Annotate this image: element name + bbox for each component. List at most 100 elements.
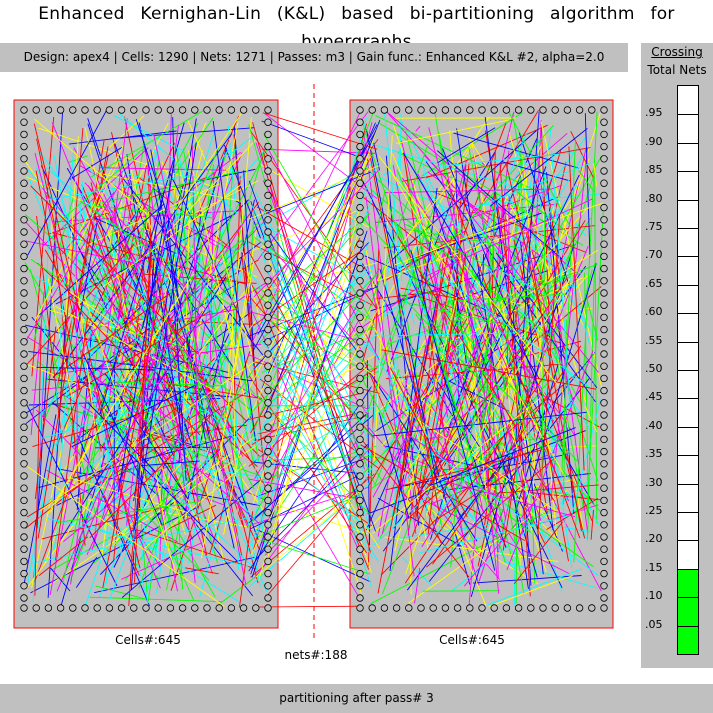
net-line <box>182 199 191 447</box>
meter-tick-label: .90 <box>645 134 663 148</box>
net-line <box>155 472 171 558</box>
net-line <box>393 125 547 573</box>
net-line <box>47 278 73 397</box>
left-partition-cell <box>20 508 28 517</box>
left-partition-cell <box>191 604 199 612</box>
left-partition-cell <box>264 301 272 309</box>
right-partition-cell <box>356 167 364 175</box>
right-partition-cell <box>490 106 498 114</box>
net-line <box>51 122 187 456</box>
right-partition-cell <box>356 508 364 517</box>
net-line <box>263 368 379 563</box>
meter-tick-label: .85 <box>645 163 663 177</box>
net-line <box>426 504 487 564</box>
left-partition-cell <box>81 604 89 612</box>
left-partition-cell <box>20 191 28 200</box>
right-partition-cell <box>356 386 364 395</box>
net-line <box>541 181 590 344</box>
net-line <box>28 350 255 382</box>
right-partition-cell <box>502 106 511 114</box>
meter-title: Crossing <box>651 45 703 59</box>
meter-tick <box>678 455 698 457</box>
net-line <box>34 118 148 215</box>
right-partition-cell <box>490 604 498 612</box>
left-partition-cell <box>69 106 77 114</box>
net-line <box>121 479 262 598</box>
right-partition-cell <box>356 338 364 346</box>
net-line <box>131 527 257 570</box>
left-partition-cell <box>252 604 260 612</box>
net-line <box>103 240 241 406</box>
left-partition-cell <box>227 604 236 612</box>
right-partition-cell <box>600 435 608 444</box>
partition-canvas: Cells#:645 Cells#:645 nets#:188 <box>0 80 635 680</box>
right-partition-cell <box>600 521 608 529</box>
net-line <box>415 125 421 132</box>
net-line <box>69 291 121 329</box>
net-line <box>373 446 482 546</box>
right-partition-cell <box>588 604 596 612</box>
right-partition-cell <box>405 106 413 114</box>
left-partition-cell <box>264 130 272 139</box>
left-partition-cell <box>20 386 28 395</box>
right-partition-cell <box>356 569 364 578</box>
net-line <box>263 287 362 595</box>
net-line <box>381 349 597 390</box>
net-line <box>24 363 126 403</box>
right-partition-cell <box>356 374 364 383</box>
net-line <box>94 392 247 487</box>
right-cell-count: Cells#:645 <box>439 633 505 647</box>
net-line <box>550 148 588 504</box>
net-line <box>112 118 128 229</box>
net-line <box>585 295 599 341</box>
right-partition-cell <box>600 118 608 126</box>
net-line <box>368 246 510 486</box>
net-line <box>386 191 456 372</box>
net-line <box>223 144 261 239</box>
right-partition-cell <box>514 106 523 114</box>
net-line <box>578 170 595 192</box>
right-partition-cell <box>600 508 608 517</box>
net-line <box>40 352 268 511</box>
net-line <box>489 128 588 207</box>
net-line <box>126 125 179 526</box>
net-line <box>383 208 425 424</box>
right-partition-cell <box>539 604 547 612</box>
right-partition-cell <box>356 203 364 212</box>
left-partition-cell <box>20 533 28 541</box>
net-line <box>403 176 457 242</box>
net-line <box>378 155 559 387</box>
net-line <box>251 363 374 559</box>
right-partition-cell <box>356 545 364 553</box>
net-line <box>490 314 532 464</box>
right-partition-cell <box>600 411 608 419</box>
net-line <box>587 263 595 540</box>
net-line <box>437 127 496 164</box>
net-line <box>250 307 379 556</box>
left-partition-cell <box>20 313 28 322</box>
meter-fill <box>678 569 698 654</box>
net-line <box>481 162 486 166</box>
meter-tick <box>678 228 698 229</box>
net-line <box>241 252 256 381</box>
net-line <box>405 372 578 521</box>
right-partition-cell <box>600 216 608 224</box>
left-partition-cell <box>20 118 28 126</box>
net-line <box>513 521 564 585</box>
net-line <box>584 272 589 504</box>
left-partition-cell <box>264 423 272 431</box>
left-partition-cell <box>93 106 101 114</box>
net-line <box>261 121 373 546</box>
right-partition-cell <box>417 106 425 114</box>
net-line <box>178 309 236 321</box>
net-line <box>24 214 253 412</box>
net-line <box>509 421 531 504</box>
net-line <box>430 377 469 482</box>
net-line <box>375 290 443 300</box>
left-partition-cell <box>154 106 162 114</box>
right-partition-cell <box>600 484 608 492</box>
hypergraph-drawing <box>13 84 614 640</box>
net-line <box>194 281 198 508</box>
net-line <box>95 585 146 600</box>
right-partition-cell <box>600 447 608 456</box>
